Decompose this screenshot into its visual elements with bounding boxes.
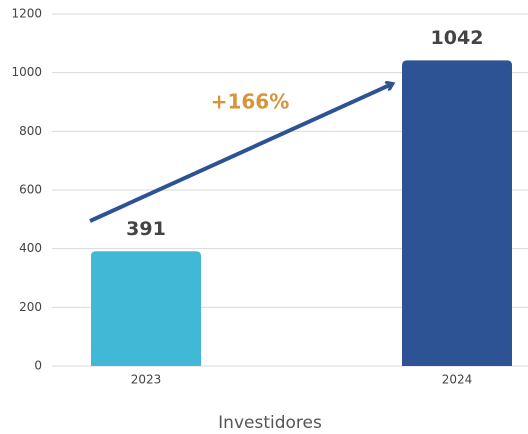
y-tick-label: 400 [19,241,42,255]
trend-arrow [89,84,392,223]
y-tick-label: 200 [19,300,42,314]
x-axis-title: Investidores [218,413,322,433]
data-label: 1042 [431,27,484,49]
data-label: 391 [126,218,166,240]
y-tick-label: 1200 [11,7,42,21]
x-tick-label: 2024 [442,373,473,387]
bar [402,60,512,366]
y-tick-label: 1000 [11,65,42,79]
y-tick-label: 800 [19,124,42,138]
bar [91,251,201,366]
annotation: +166% [211,90,290,114]
y-tick-label: 0 [34,359,42,373]
x-tick-label: 2023 [131,373,162,387]
y-tick-label: 600 [19,183,42,197]
